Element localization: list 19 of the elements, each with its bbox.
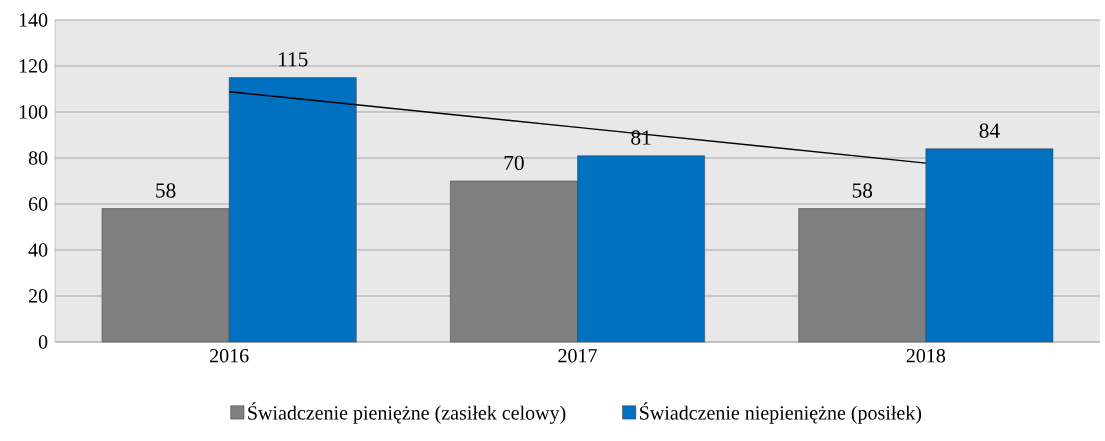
x-tick-label: 2018 — [906, 348, 946, 363]
x-tick-label: 2016 — [210, 348, 249, 363]
y-tick-label: 60 — [28, 197, 48, 211]
data-label: 58 — [852, 183, 873, 198]
y-tick-label: 0 — [38, 335, 48, 349]
data-label: 81 — [631, 130, 651, 145]
x-tick-label: 2017 — [558, 348, 597, 363]
y-tick-label: 120 — [19, 59, 48, 73]
data-label: 70 — [504, 155, 524, 171]
y-tick-label: 40 — [28, 243, 48, 257]
y-tick-label: 100 — [19, 105, 48, 119]
data-label: 58 — [156, 183, 176, 198]
y-tick-label: 140 — [19, 13, 48, 27]
y-tick-label: 20 — [28, 289, 48, 303]
legend-label: Świadczenie pieniężne (zasiłek celowy) — [248, 402, 566, 424]
legend-label: Świadczenie niepieniężne (posiłek) — [640, 402, 922, 424]
data-label: 115 — [279, 52, 308, 67]
data-label: 84 — [979, 123, 1000, 138]
y-tick-label: 80 — [28, 151, 48, 165]
